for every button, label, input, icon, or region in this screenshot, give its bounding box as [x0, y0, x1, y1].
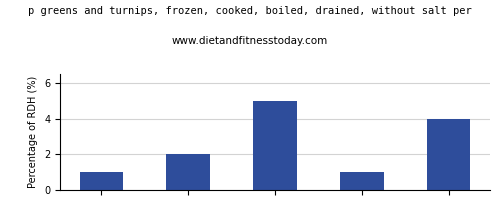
Bar — [427, 119, 470, 190]
Bar — [166, 154, 210, 190]
Bar — [80, 172, 123, 190]
Bar — [254, 101, 296, 190]
Text: p greens and turnips, frozen, cooked, boiled, drained, without salt per: p greens and turnips, frozen, cooked, bo… — [28, 6, 472, 16]
Bar — [340, 172, 384, 190]
Text: www.dietandfitnesstoday.com: www.dietandfitnesstoday.com — [172, 36, 328, 46]
Y-axis label: Percentage of RDH (%): Percentage of RDH (%) — [28, 76, 38, 188]
